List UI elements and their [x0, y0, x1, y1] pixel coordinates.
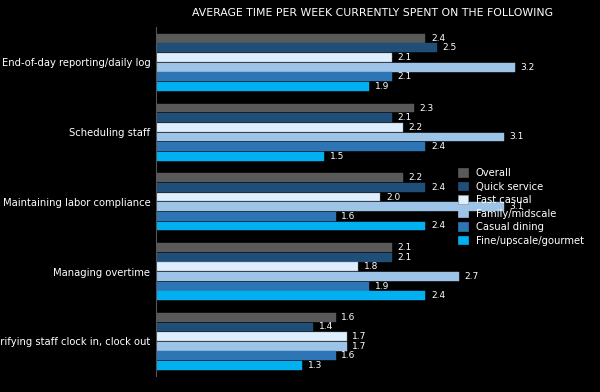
Text: 2.7: 2.7 — [464, 272, 479, 281]
Text: 1.6: 1.6 — [341, 351, 356, 360]
Text: 2.5: 2.5 — [442, 44, 457, 53]
Legend: Overall, Quick service, Fast casual, Family/midscale, Casual dining, Fine/upscal: Overall, Quick service, Fast casual, Fam… — [455, 165, 587, 249]
Bar — [156, 82, 369, 91]
Bar — [156, 212, 335, 221]
Bar — [156, 352, 335, 360]
Bar — [156, 291, 425, 300]
Text: 2.4: 2.4 — [431, 142, 445, 151]
Bar — [156, 282, 369, 290]
Bar — [156, 253, 392, 261]
Text: 2.4: 2.4 — [431, 291, 445, 300]
Bar — [156, 152, 325, 161]
Bar — [156, 192, 380, 201]
Text: 2.4: 2.4 — [431, 183, 445, 192]
Text: 2.1: 2.1 — [397, 72, 412, 81]
Bar — [156, 361, 302, 370]
Text: 2.2: 2.2 — [409, 123, 422, 132]
Bar — [156, 44, 437, 52]
Text: 2.1: 2.1 — [397, 243, 412, 252]
Text: 1.5: 1.5 — [330, 152, 344, 161]
Bar — [156, 103, 414, 113]
Text: 3.2: 3.2 — [521, 63, 535, 72]
Text: 2.4: 2.4 — [431, 34, 445, 43]
Bar — [156, 132, 504, 142]
Text: 1.8: 1.8 — [364, 262, 378, 271]
Bar — [156, 221, 425, 230]
Bar — [156, 73, 392, 81]
Text: 2.3: 2.3 — [419, 103, 434, 113]
Text: 2.1: 2.1 — [397, 113, 412, 122]
Text: 1.9: 1.9 — [375, 281, 389, 290]
Bar — [156, 53, 392, 62]
Text: 1.4: 1.4 — [319, 323, 333, 332]
Bar — [156, 342, 347, 351]
Bar — [156, 173, 403, 182]
Bar — [156, 243, 392, 252]
Text: 2.4: 2.4 — [431, 221, 445, 230]
Text: 1.6: 1.6 — [341, 212, 356, 221]
Text: 3.1: 3.1 — [509, 132, 524, 142]
Text: 2.0: 2.0 — [386, 192, 400, 201]
Text: 1.9: 1.9 — [375, 82, 389, 91]
Text: 2.2: 2.2 — [409, 173, 422, 182]
Title: AVERAGE TIME PER WEEK CURRENTLY SPENT ON THE FOLLOWING: AVERAGE TIME PER WEEK CURRENTLY SPENT ON… — [191, 8, 553, 18]
Text: 2.1: 2.1 — [397, 53, 412, 62]
Bar — [156, 332, 347, 341]
Text: 1.3: 1.3 — [307, 361, 322, 370]
Bar — [156, 272, 459, 281]
Bar — [156, 63, 515, 72]
Text: 3.1: 3.1 — [509, 202, 524, 211]
Bar — [156, 142, 425, 151]
Bar — [156, 113, 392, 122]
Text: 2.1: 2.1 — [397, 253, 412, 262]
Bar — [156, 313, 335, 322]
Bar — [156, 34, 425, 43]
Bar — [156, 183, 425, 192]
Bar — [156, 323, 313, 331]
Text: 1.7: 1.7 — [352, 342, 367, 351]
Bar — [156, 123, 403, 132]
Bar — [156, 262, 358, 271]
Text: 1.7: 1.7 — [352, 332, 367, 341]
Bar — [156, 202, 504, 211]
Text: 1.6: 1.6 — [341, 313, 356, 322]
